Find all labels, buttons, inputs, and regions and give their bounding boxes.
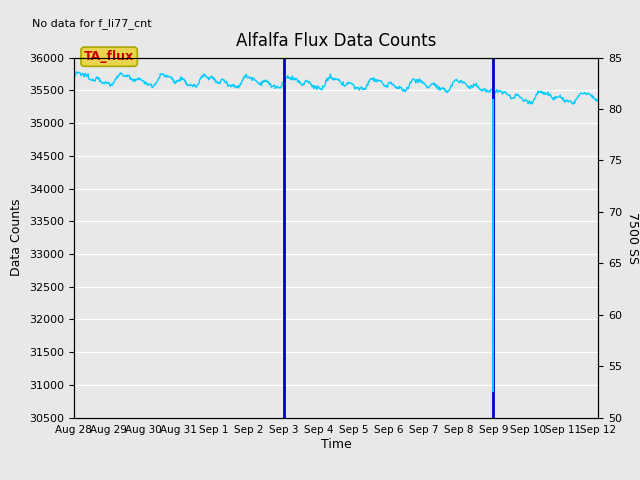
Text: TA_flux: TA_flux: [84, 50, 134, 63]
X-axis label: Time: Time: [321, 438, 351, 451]
Title: Alfalfa Flux Data Counts: Alfalfa Flux Data Counts: [236, 33, 436, 50]
Text: No data for f_li77_cnt: No data for f_li77_cnt: [31, 18, 151, 29]
Y-axis label: 7500 SS: 7500 SS: [626, 212, 639, 264]
Y-axis label: Data Counts: Data Counts: [10, 199, 23, 276]
